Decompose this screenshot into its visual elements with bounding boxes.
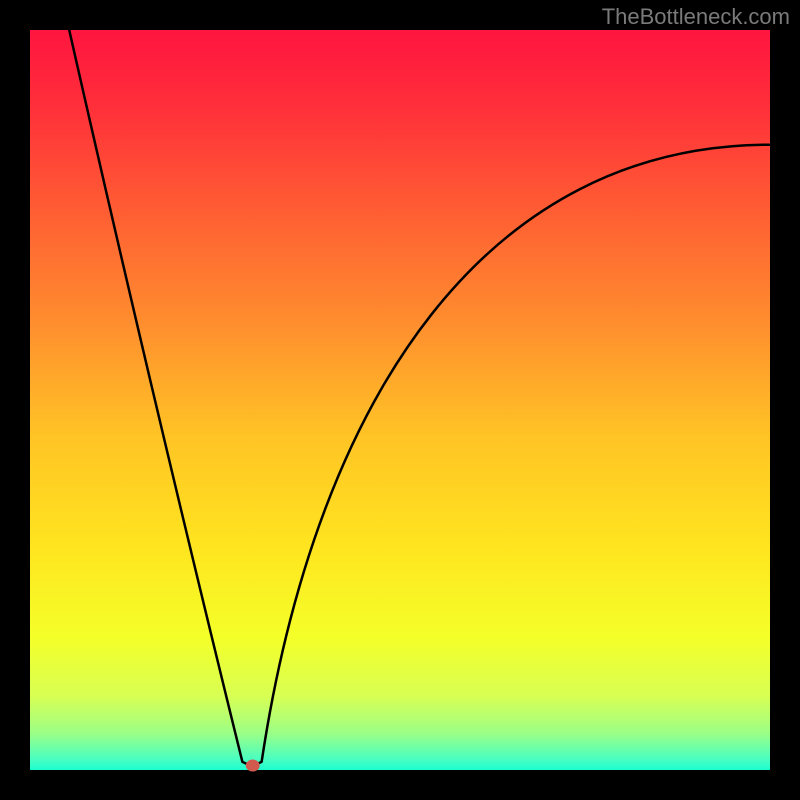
root-container: TheBottleneck.com [0,0,800,800]
watermark-text: TheBottleneck.com [602,4,790,30]
minimum-marker [246,760,260,772]
chart-svg [0,0,800,800]
plot-area-gradient [30,30,770,770]
